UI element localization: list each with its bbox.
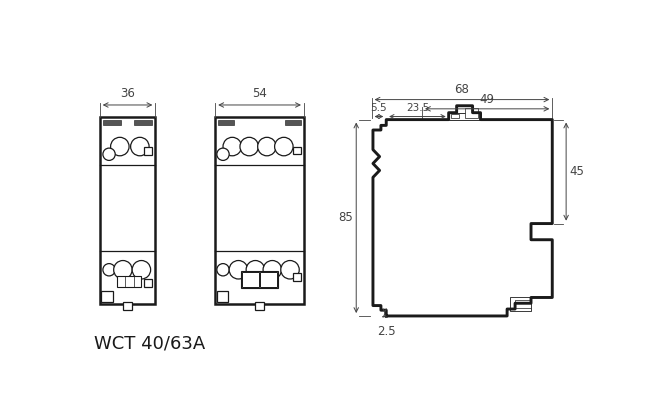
Circle shape bbox=[229, 260, 248, 279]
Circle shape bbox=[103, 148, 115, 160]
Bar bbox=[100, 117, 155, 304]
Circle shape bbox=[217, 264, 229, 276]
Bar bbox=[144, 279, 152, 287]
Bar bbox=[123, 302, 132, 310]
Text: 5.5: 5.5 bbox=[370, 104, 387, 114]
Text: 85: 85 bbox=[339, 211, 353, 224]
Circle shape bbox=[131, 137, 149, 156]
Text: 45: 45 bbox=[569, 165, 584, 178]
Text: 36: 36 bbox=[120, 87, 135, 100]
Bar bbox=[285, 120, 301, 125]
Bar bbox=[101, 290, 113, 302]
Bar bbox=[515, 300, 531, 308]
Bar bbox=[260, 272, 277, 288]
Text: 2.5: 2.5 bbox=[377, 325, 396, 338]
Text: 68: 68 bbox=[454, 83, 469, 96]
Circle shape bbox=[274, 137, 293, 156]
Bar bbox=[242, 271, 278, 288]
Bar bbox=[510, 298, 531, 311]
Bar bbox=[465, 108, 478, 118]
Bar bbox=[134, 120, 152, 125]
Circle shape bbox=[257, 137, 276, 156]
Bar bbox=[255, 302, 264, 310]
Bar bbox=[448, 113, 480, 120]
Circle shape bbox=[217, 148, 229, 160]
Text: WCT 40/63A: WCT 40/63A bbox=[94, 334, 205, 352]
Bar bbox=[218, 120, 234, 125]
Circle shape bbox=[246, 260, 265, 279]
Polygon shape bbox=[373, 106, 552, 316]
Text: 54: 54 bbox=[252, 87, 267, 100]
Circle shape bbox=[132, 260, 151, 279]
Bar bbox=[117, 276, 142, 287]
Bar bbox=[103, 120, 122, 125]
Bar bbox=[217, 290, 228, 302]
Bar bbox=[144, 147, 152, 155]
Circle shape bbox=[240, 137, 259, 156]
Bar bbox=[451, 114, 460, 118]
Bar bbox=[215, 117, 304, 304]
Text: 49: 49 bbox=[480, 93, 495, 106]
Circle shape bbox=[111, 137, 129, 156]
Bar bbox=[293, 273, 301, 280]
Circle shape bbox=[223, 137, 242, 156]
Circle shape bbox=[103, 264, 115, 276]
Text: 23.5: 23.5 bbox=[406, 104, 429, 114]
Circle shape bbox=[114, 260, 132, 279]
Bar bbox=[242, 272, 259, 288]
Circle shape bbox=[281, 260, 299, 279]
Circle shape bbox=[263, 260, 281, 279]
Bar bbox=[293, 146, 301, 154]
